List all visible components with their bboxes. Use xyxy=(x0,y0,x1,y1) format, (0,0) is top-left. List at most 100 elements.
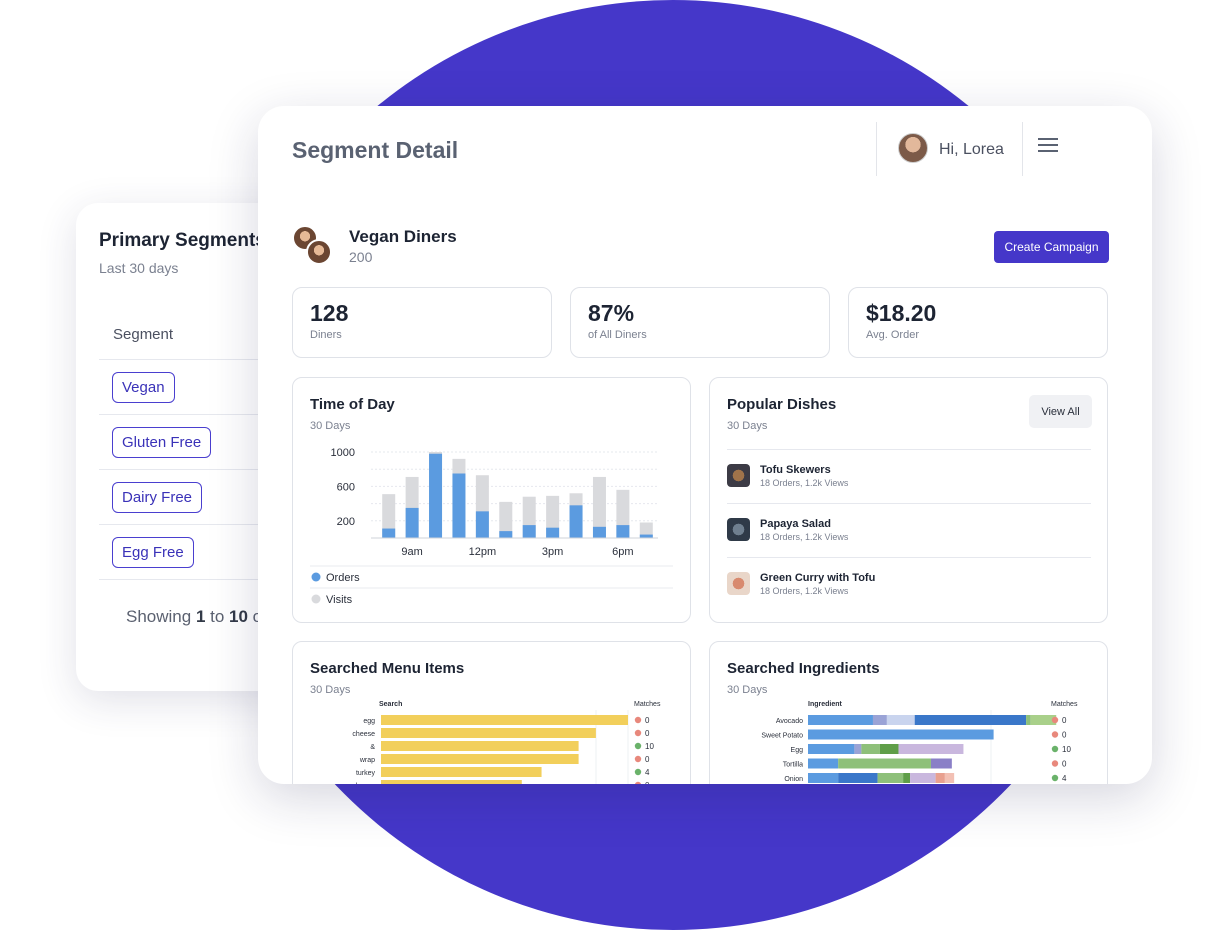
menu-item-bar xyxy=(381,728,596,738)
ingredient-bar-segment xyxy=(808,715,873,725)
match-count: 0 xyxy=(645,755,650,764)
header-divider xyxy=(1022,122,1023,176)
ingredient-bar-segment xyxy=(861,744,880,754)
match-indicator xyxy=(634,755,642,763)
ingredient-bar-segment xyxy=(935,773,945,783)
menu-item-bar xyxy=(381,754,579,764)
visits-bar xyxy=(382,494,396,538)
orders-bar xyxy=(499,531,513,538)
match-indicator xyxy=(1051,716,1059,724)
category-label: egg xyxy=(363,718,375,725)
stat-label: Avg. Order xyxy=(866,329,919,341)
match-count: 10 xyxy=(1062,745,1071,754)
segment-row: Dairy Free xyxy=(99,469,359,524)
match-indicator xyxy=(634,781,642,784)
orders-bar xyxy=(405,507,419,538)
menu-item-bar xyxy=(381,715,628,725)
y-tick-label: 600 xyxy=(337,481,355,493)
orders-bar xyxy=(546,527,560,538)
user-greeting: Hi, Lorea xyxy=(939,141,1004,158)
ingredient-bar-segment xyxy=(838,773,878,783)
searched-ingredients-chart: Ingredient Matches Avocado Sweet Potato Eg… xyxy=(761,701,1078,784)
view-all-button[interactable]: View All xyxy=(1029,395,1092,428)
x-tick-label: 12pm xyxy=(469,546,497,558)
showing-mid: to xyxy=(205,607,230,626)
ingredient-bar-segment xyxy=(914,715,1027,725)
menu-item-bar xyxy=(381,767,542,777)
ingredient-bar-segment xyxy=(872,715,887,725)
dish-item[interactable]: Tofu Skewers 18 Orders, 1.2k Views xyxy=(727,449,1091,503)
segment-avatars xyxy=(292,225,336,269)
match-indicator xyxy=(1051,760,1059,767)
visits-bar xyxy=(639,522,653,538)
panel-title: Time of Day xyxy=(310,396,395,413)
match-count: 0 xyxy=(1062,716,1067,725)
ingredient-bar-segment xyxy=(879,744,899,754)
visits-bar xyxy=(592,476,606,538)
showing-suffix: o xyxy=(247,607,263,626)
legend-orders-label: Orders xyxy=(326,572,360,584)
orders-bar xyxy=(475,511,489,538)
showing-from: 1 xyxy=(195,607,206,626)
menu-item-bar xyxy=(381,741,579,751)
stat-label: Diners xyxy=(310,329,342,341)
match-indicator xyxy=(634,716,642,724)
user-avatar[interactable] xyxy=(898,133,928,163)
orders-bar xyxy=(452,473,466,538)
stat-card-avg-order: $18.20 Avg. Order xyxy=(848,287,1108,358)
match-indicator xyxy=(634,768,642,776)
dish-thumbnail xyxy=(727,464,750,487)
segment-row: Gluten Free xyxy=(99,414,359,469)
match-indicator xyxy=(1051,774,1059,782)
ingredient-bar-segment xyxy=(1026,715,1031,725)
matches-column-header: Matches xyxy=(634,701,661,708)
ingredient-bar-segment xyxy=(854,744,862,754)
ingredient-bar-segment xyxy=(808,729,994,740)
match-indicator xyxy=(1051,745,1059,753)
ingredient-bar-segment xyxy=(838,758,931,769)
ingredient-bar-segment xyxy=(903,773,911,783)
panel-subtitle: 30 Days xyxy=(310,420,351,432)
match-count: 0 xyxy=(1062,760,1067,769)
primary-segments-subtitle: Last 30 days xyxy=(99,260,179,276)
match-count: 0 xyxy=(645,716,650,725)
showing-prefix: Showing xyxy=(126,607,196,626)
stat-value: 87% xyxy=(588,300,635,326)
panel-subtitle: 30 Days xyxy=(310,684,351,696)
orders-bar xyxy=(639,534,653,538)
showing-to: 10 xyxy=(229,607,248,626)
dish-name: Green Curry with Tofu xyxy=(760,572,876,584)
dish-meta: 18 Orders, 1.2k Views xyxy=(760,478,849,488)
segment-pill-dairy-free[interactable]: Dairy Free xyxy=(112,482,203,513)
dish-item[interactable]: Green Curry with Tofu 18 Orders, 1.2k Vi… xyxy=(727,557,1091,611)
match-count: 4 xyxy=(1062,774,1067,783)
ingredient-bar-segment xyxy=(898,744,964,754)
legend-orders-swatch xyxy=(311,572,321,582)
header-divider xyxy=(876,122,877,176)
segment-pill-egg-free[interactable]: Egg Free xyxy=(112,537,194,568)
match-indicator xyxy=(634,729,642,737)
orders-bar xyxy=(616,525,630,538)
ingredient-column-header: Ingredient xyxy=(808,701,843,708)
segment-row: Vegan xyxy=(99,359,359,414)
stat-card-diners: 128 Diners xyxy=(292,287,552,358)
ingredient-bar-segment xyxy=(877,773,904,783)
stat-value: 128 xyxy=(310,300,349,326)
popular-dishes-panel: Popular Dishes 30 Days View All Tofu Ske… xyxy=(709,377,1108,623)
segment-pill-vegan[interactable]: Vegan xyxy=(112,372,175,403)
hamburger-icon[interactable] xyxy=(1038,138,1058,154)
segment-pill-gluten-free[interactable]: Gluten Free xyxy=(112,427,212,458)
category-label: bacon xyxy=(356,783,375,784)
dish-item[interactable]: Papaya Salad 18 Orders, 1.2k Views xyxy=(727,503,1091,557)
create-campaign-button[interactable]: Create Campaign xyxy=(994,231,1109,263)
stat-label: of All Diners xyxy=(588,329,647,341)
time-of-day-chart: Orders Visits 1000 600 200 9am 12pm 3pm 6pm xyxy=(310,447,673,606)
dish-thumbnail xyxy=(727,572,750,595)
y-tick-label: 1000 xyxy=(331,447,355,459)
orders-bar xyxy=(569,505,583,538)
segment-row-divider xyxy=(99,579,359,580)
dish-meta: 18 Orders, 1.2k Views xyxy=(760,532,849,542)
ingredient-bar-segment xyxy=(930,758,952,769)
match-count: 0 xyxy=(645,781,650,784)
ingredient-bar-segment xyxy=(886,715,915,725)
